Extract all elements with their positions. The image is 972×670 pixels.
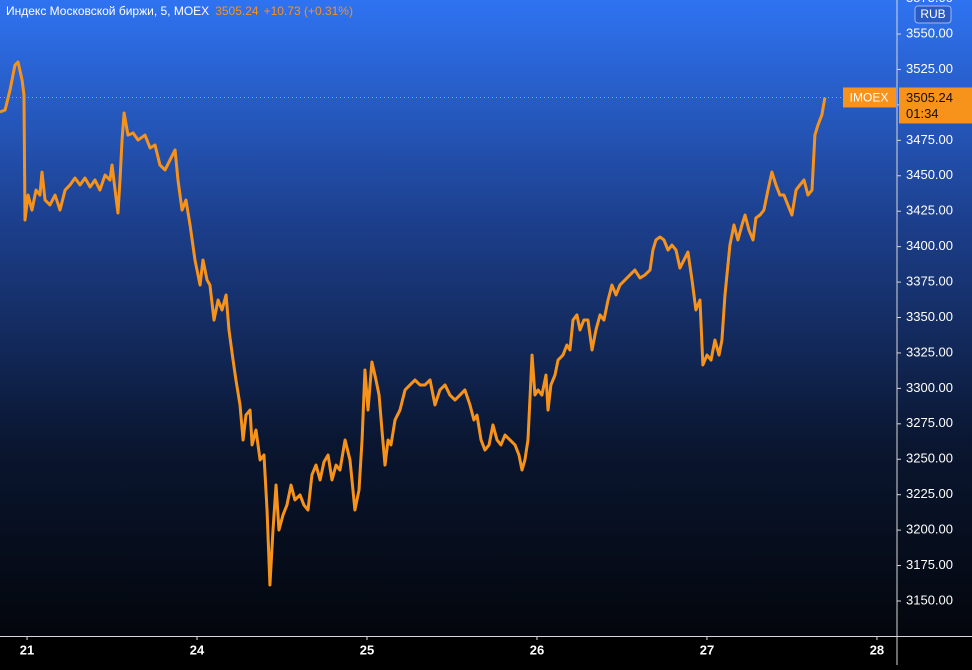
y-tick-label: 3550.00 [906, 25, 953, 40]
last-price-box [899, 87, 972, 124]
last-price-label: 3505.24 [906, 90, 953, 105]
y-tick-label: 3575.00 [906, 0, 953, 5]
y-tick-label: 3350.00 [906, 309, 953, 324]
y-tick-label: 3525.00 [906, 61, 953, 76]
x-tick-label: 26 [530, 642, 544, 657]
chart-title: Индекс Московской биржи, 5, MOEX [6, 4, 209, 18]
y-tick-label: 3150.00 [906, 592, 953, 607]
y-tick-label: 3400.00 [906, 238, 953, 253]
header-price: 3505.24 [215, 4, 259, 18]
y-tick-label: 3175.00 [906, 557, 953, 572]
x-tick-label: 27 [700, 642, 714, 657]
y-tick-label: 3225.00 [906, 486, 953, 501]
y-tick-label: 3300.00 [906, 380, 953, 395]
x-tick-label: 28 [870, 642, 884, 657]
y-tick-label: 3325.00 [906, 344, 953, 359]
x-tick-label: 25 [360, 642, 374, 657]
y-tick-label: 3375.00 [906, 274, 953, 289]
countdown: 01:34 [906, 106, 939, 121]
background [0, 0, 972, 636]
header-change: +10.73 (+0.31%) [264, 4, 353, 18]
y-tick-label: 3475.00 [906, 132, 953, 147]
plot-area [0, 60, 897, 587]
y-tick-label: 3425.00 [906, 203, 953, 218]
series-name-box [843, 87, 896, 108]
y-tick-label: 3450.00 [906, 167, 953, 182]
currency[interactable]: RUB [920, 7, 945, 21]
y-tick-label: 3275.00 [906, 415, 953, 430]
x-axis-area [0, 636, 972, 665]
y-tick-label: 3250.00 [906, 451, 953, 466]
price-line-series [0, 60, 827, 587]
series-name: IMOEX [850, 91, 889, 105]
x-tick-label: 24 [190, 642, 205, 657]
currency-badge[interactable] [914, 5, 952, 24]
y-tick-label: 3200.00 [906, 522, 953, 537]
x-tick-label: 21 [20, 642, 34, 657]
